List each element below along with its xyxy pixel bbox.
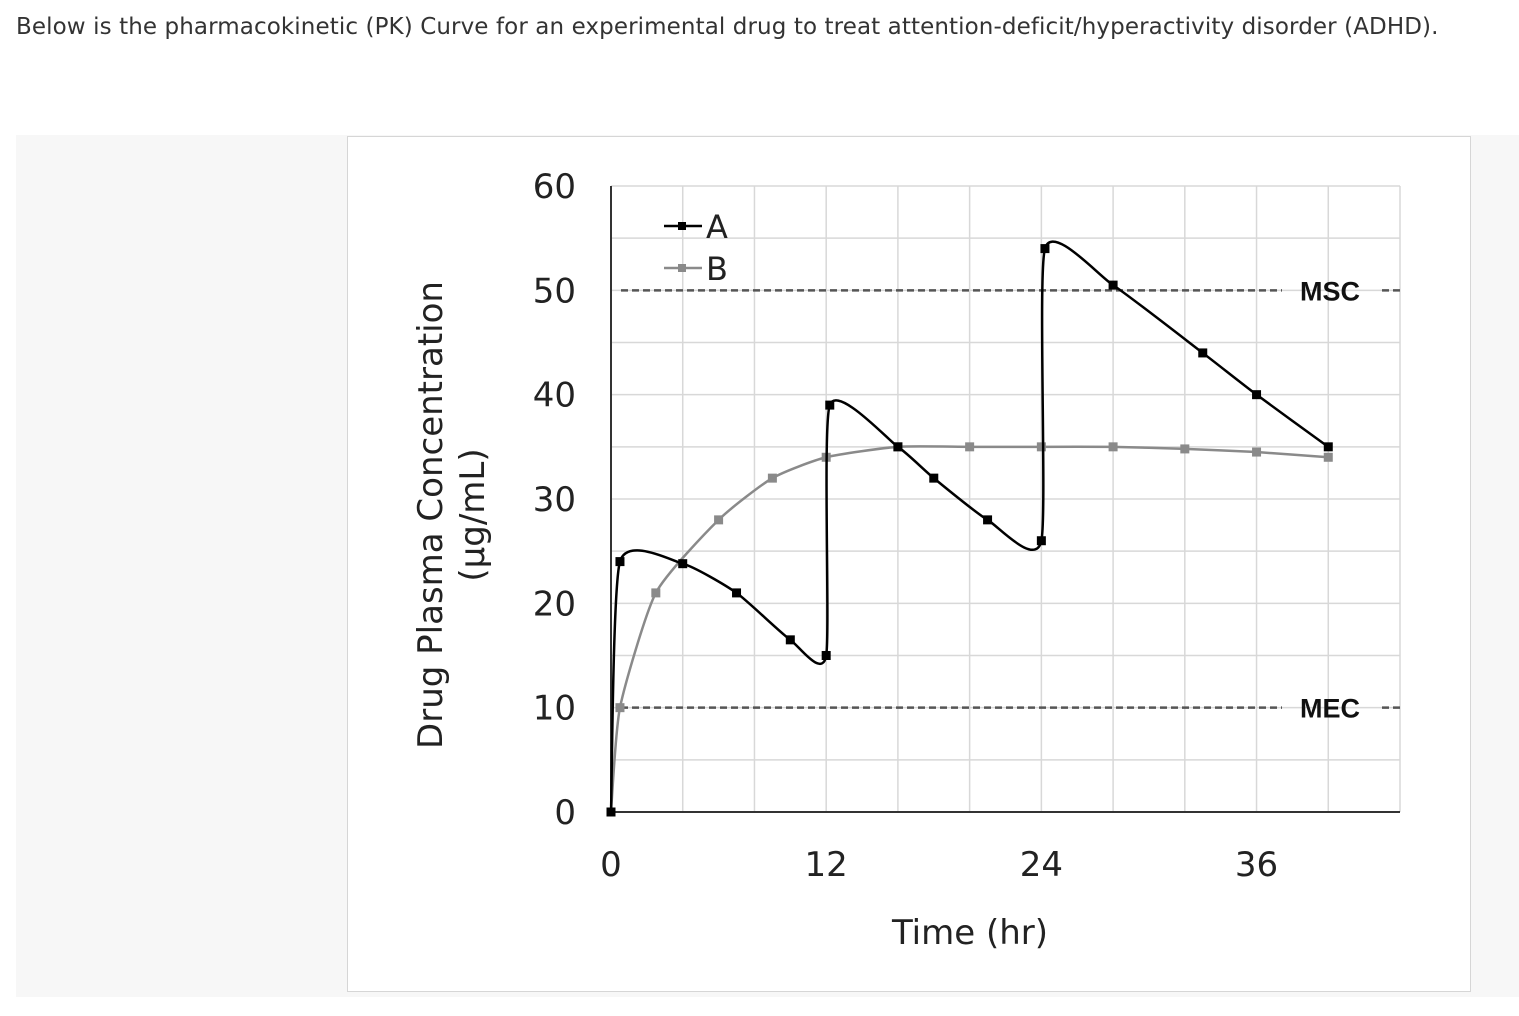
x-tick-label: 24 xyxy=(1020,845,1063,885)
intro-text: Below is the pharmacokinetic (PK) Curve … xyxy=(16,14,1439,40)
data-point-b xyxy=(1323,452,1333,462)
data-point-a xyxy=(983,515,993,525)
x-axis-title: Time (hr) xyxy=(891,913,1048,953)
y-tick-label: 20 xyxy=(533,584,576,624)
data-point-b xyxy=(714,515,724,525)
axes: 0 10 20 30 40 50 60 0 12 24 36 xyxy=(533,167,1400,885)
reference-lines: MSC MEC xyxy=(621,276,1402,724)
data-point-a xyxy=(1252,390,1262,400)
legend-swatch-marker-b xyxy=(678,264,686,272)
data-point-b xyxy=(1180,444,1190,454)
data-point-a xyxy=(1108,280,1118,290)
chart-frame xyxy=(347,136,1471,992)
reference-label-mec: MEC xyxy=(1300,694,1360,724)
series xyxy=(606,240,1333,817)
grid xyxy=(610,185,1401,813)
x-tick-label: 12 xyxy=(805,845,848,885)
y-tick-label: 50 xyxy=(533,271,576,311)
y-axis-title-line2: (µg/mL) xyxy=(453,448,493,581)
data-point-b xyxy=(1036,442,1046,452)
legend-swatch-marker-a xyxy=(678,222,686,230)
y-tick-label: 0 xyxy=(554,793,576,833)
legend-label-b: B xyxy=(706,250,728,288)
y-tick-label: 10 xyxy=(533,689,576,729)
y-axis-title-line1: Drug Plasma Concentration xyxy=(411,281,451,749)
y-tick-label: 30 xyxy=(533,480,576,520)
data-point-b xyxy=(1252,447,1262,457)
data-point-a xyxy=(893,442,903,452)
reference-label-msc: MSC xyxy=(1300,276,1360,306)
x-tick-label: 36 xyxy=(1235,845,1278,885)
data-point-a xyxy=(785,635,795,645)
y-tick-label: 40 xyxy=(533,376,576,416)
y-tick-label: 60 xyxy=(533,167,576,207)
data-point-b xyxy=(1108,442,1118,452)
data-point-a xyxy=(678,559,688,569)
data-point-a xyxy=(606,807,616,817)
data-point-a xyxy=(732,588,742,598)
data-point-a xyxy=(929,473,939,483)
data-point-a xyxy=(1040,244,1050,254)
series-line-a xyxy=(609,240,1330,813)
data-point-b xyxy=(651,588,661,598)
data-point-a xyxy=(821,651,831,660)
data-point-b xyxy=(965,442,975,452)
data-point-a xyxy=(1323,442,1333,452)
legend-label-a: A xyxy=(706,208,728,246)
legend: AB xyxy=(664,208,728,288)
data-point-a xyxy=(1198,348,1208,358)
x-tick-label: 0 xyxy=(600,845,622,885)
data-point-b xyxy=(767,473,777,483)
data-point-a xyxy=(1036,536,1046,546)
data-point-b xyxy=(615,703,625,713)
data-point-a xyxy=(825,400,835,410)
data-point-a xyxy=(615,557,625,567)
